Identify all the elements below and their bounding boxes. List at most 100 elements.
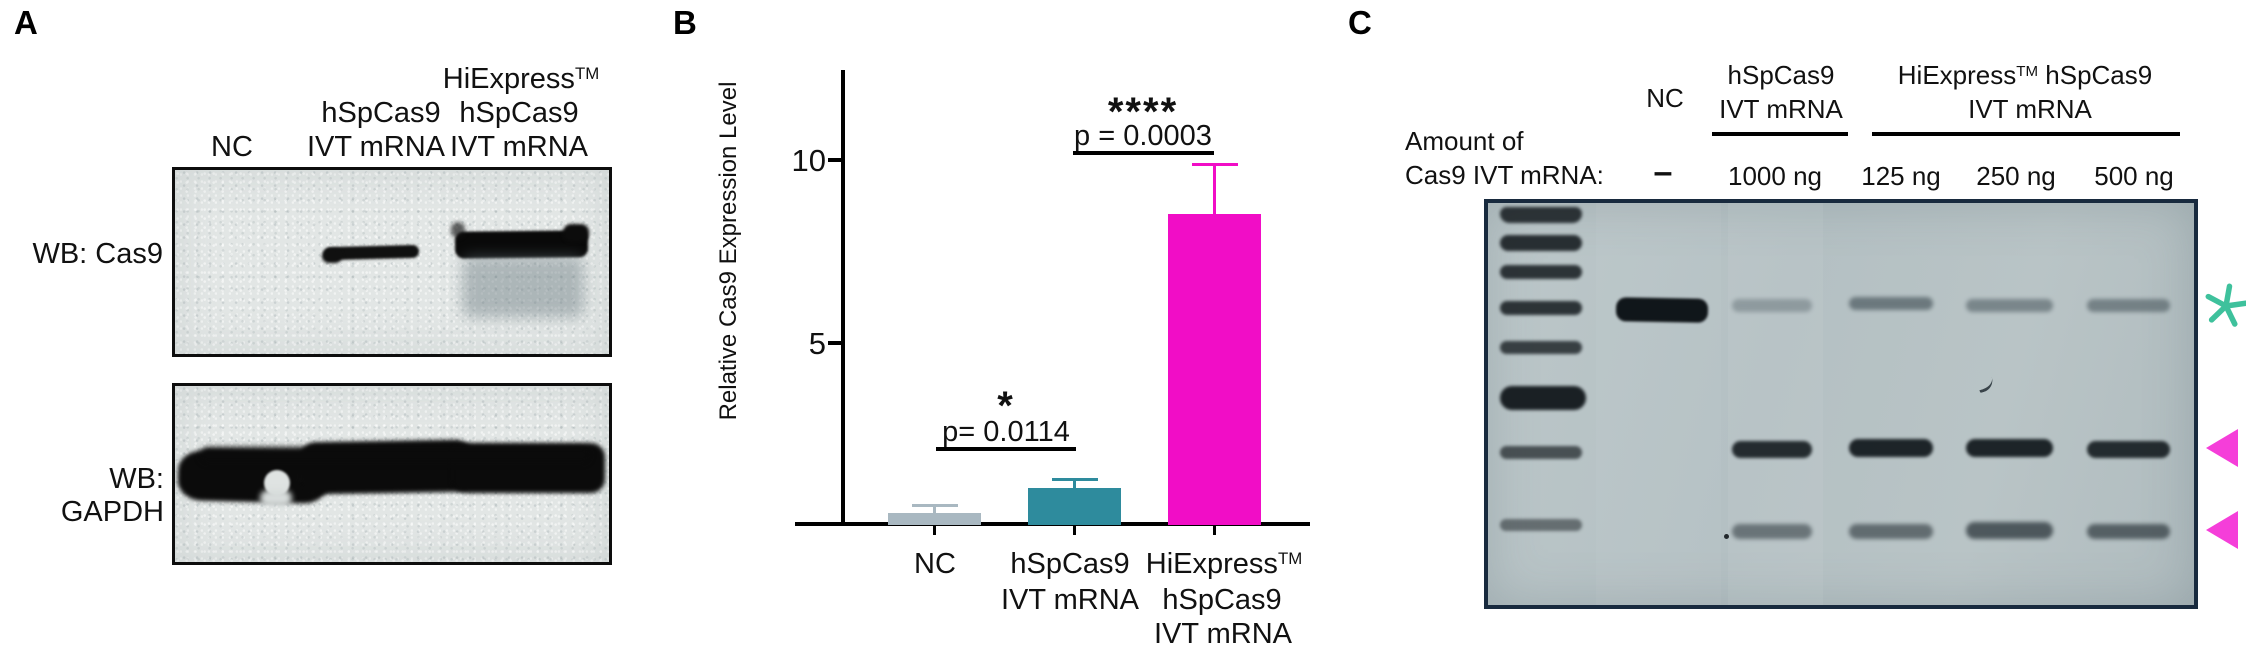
y-tick-10 — [828, 158, 841, 162]
panel-a-lane2-label-line2: IVT mRNA — [306, 131, 446, 163]
ladder-band-4 — [1500, 301, 1582, 315]
cleaved-band2-125ng — [1849, 524, 1933, 539]
gapdh-band-connector — [200, 447, 590, 463]
ladder-band-2 — [1500, 235, 1582, 251]
x-tick-hspcas9 — [1073, 525, 1076, 535]
y-tick-label-10: 10 — [791, 143, 826, 178]
amount-250ng: 250 ng — [1976, 161, 2056, 191]
x-tick-hiexpress — [1213, 525, 1216, 535]
y-axis-line — [841, 70, 845, 525]
error-stem-2 — [1213, 164, 1216, 215]
cas9-western-blot-image — [172, 167, 612, 357]
uncut-band-125ng — [1849, 297, 1933, 310]
cleaved-band1-250ng — [1966, 439, 2053, 457]
significance-1-pvalue: p= 0.0114 — [942, 416, 1070, 448]
cleaved-band-arrow — [2206, 511, 2238, 549]
nc-uncut-band — [1615, 297, 1709, 323]
x-label-g2-line2: IVT mRNA — [1000, 584, 1140, 616]
gel-squiggle-artifact — [1976, 376, 1996, 394]
error-stem-0 — [933, 505, 936, 514]
panel-a-lane2-label-line1: hSpCas9 — [321, 97, 441, 129]
x-label-nc: NC — [914, 548, 956, 580]
gel-group1-label-line1: hSpCas9 — [1727, 60, 1835, 90]
amount-label-line2: Cas9 IVT mRNA: — [1405, 160, 1604, 190]
cas9-band-hspcas9-lane-left-end — [322, 249, 342, 263]
gapdh-band-notch — [260, 490, 292, 506]
significance-2-pvalue: p = 0.0003 — [1074, 120, 1212, 152]
ladder-band-7 — [1500, 446, 1582, 459]
nc-amount-dash: – — [1653, 153, 1673, 191]
cleaved-band2-500ng — [2087, 524, 2170, 539]
cas9-band-hiexpress-smear — [462, 256, 584, 318]
significance-1-bracket — [936, 447, 1076, 451]
cas9-band-hiexpress-left-tail — [451, 222, 465, 238]
cleaved-band1-125ng — [1849, 439, 1933, 457]
hspcas9-text: hSpCas9 — [2038, 60, 2153, 90]
cleaved-band2-250ng — [1966, 522, 2053, 539]
uncut-product-asterisk — [2205, 283, 2246, 327]
panel-a-lane3-label-line3: IVT mRNA — [449, 131, 589, 163]
panel-c-label: C — [1348, 4, 1372, 41]
error-cap-1 — [1051, 477, 1098, 481]
amount-125ng: 125 ng — [1861, 161, 1941, 191]
x-label-g3-line1: HiExpressTM — [1146, 548, 1302, 581]
uncut-band-250ng — [1966, 299, 2053, 312]
significance-2-stars: **** — [1107, 90, 1179, 134]
gel-group2-label-line2: IVT mRNA — [1968, 94, 2092, 124]
gel-lane-shading-nc — [1596, 203, 1721, 605]
tm-superscript: TM — [574, 64, 600, 84]
panel-a-label: A — [14, 4, 38, 41]
tm-superscript: TM — [1277, 549, 1303, 569]
panel-a-lane3-label-line1: HiExpressTM — [443, 63, 599, 96]
amount-1000ng: 1000 ng — [1728, 161, 1822, 191]
hiexpress-text: HiExpress — [1145, 548, 1278, 580]
ladder-band-8 — [1500, 519, 1582, 531]
ladder-band-6 — [1500, 386, 1586, 410]
hiexpress-text: HiExpress — [442, 63, 575, 95]
y-tick-label-5: 5 — [808, 326, 826, 361]
gel-lane-nc-label: NC — [1646, 83, 1684, 113]
y-axis-title: Relative Cas9 Expression Level — [715, 81, 742, 421]
tm-superscript: TM — [2016, 63, 2039, 81]
x-label-g3-line3: IVT mRNA — [1153, 618, 1293, 648]
group1-underline — [1712, 132, 1848, 136]
bar-2 — [1168, 214, 1261, 525]
gel-group1-label-line2: IVT mRNA — [1719, 94, 1843, 124]
cleaved-band2-1000ng — [1732, 524, 1812, 539]
x-label-g2-line1: hSpCas9 — [1010, 548, 1130, 580]
bar-1 — [1028, 488, 1121, 525]
gel-dot-artifact — [1724, 534, 1729, 539]
hiexpress-text: HiExpress — [1897, 60, 2017, 90]
uncut-band-1000ng — [1732, 299, 1812, 312]
gel-group2-label-line1: HiExpressTM hSpCas9 — [1897, 60, 2153, 91]
cleaved-band1-500ng — [2087, 441, 2170, 458]
uncut-band-500ng — [2087, 299, 2170, 312]
ladder-band-3 — [1500, 265, 1582, 279]
cas9-band-hiexpress-right-hook — [563, 224, 589, 242]
cleaved-band-arrow — [2206, 429, 2238, 467]
gel-lane-shading-1000ng — [1728, 203, 1823, 605]
amount-500ng: 500 ng — [2094, 161, 2174, 191]
y-tick-5 — [828, 341, 841, 345]
panel-a-lane3-label-line2: hSpCas9 — [459, 97, 579, 129]
x-tick-nc — [933, 525, 936, 535]
group2-underline — [1872, 132, 2180, 136]
amount-label-line1: Amount of — [1405, 126, 1524, 156]
error-stem-1 — [1073, 479, 1076, 488]
ladder-band-5 — [1500, 341, 1582, 354]
panel-a-lane-nc-label: NC — [211, 131, 253, 163]
significance-2-bracket — [1073, 151, 1214, 155]
ladder-band-1 — [1500, 207, 1582, 223]
bar-0 — [888, 513, 981, 525]
gapdh-western-blot-image — [172, 383, 612, 565]
panel-b-label: B — [673, 4, 697, 41]
cleaved-band1-1000ng — [1732, 441, 1812, 458]
x-label-g3-line2: hSpCas9 — [1162, 584, 1282, 616]
error-cap-2 — [1191, 162, 1238, 166]
error-cap-0 — [911, 503, 958, 507]
significance-1-stars: * — [997, 384, 1015, 428]
wb-cas9-row-label: WB: Cas9 — [32, 238, 163, 270]
agarose-gel-image — [1484, 199, 2198, 609]
wb-gapdh-row-label: WB: GAPDH — [60, 463, 164, 529]
